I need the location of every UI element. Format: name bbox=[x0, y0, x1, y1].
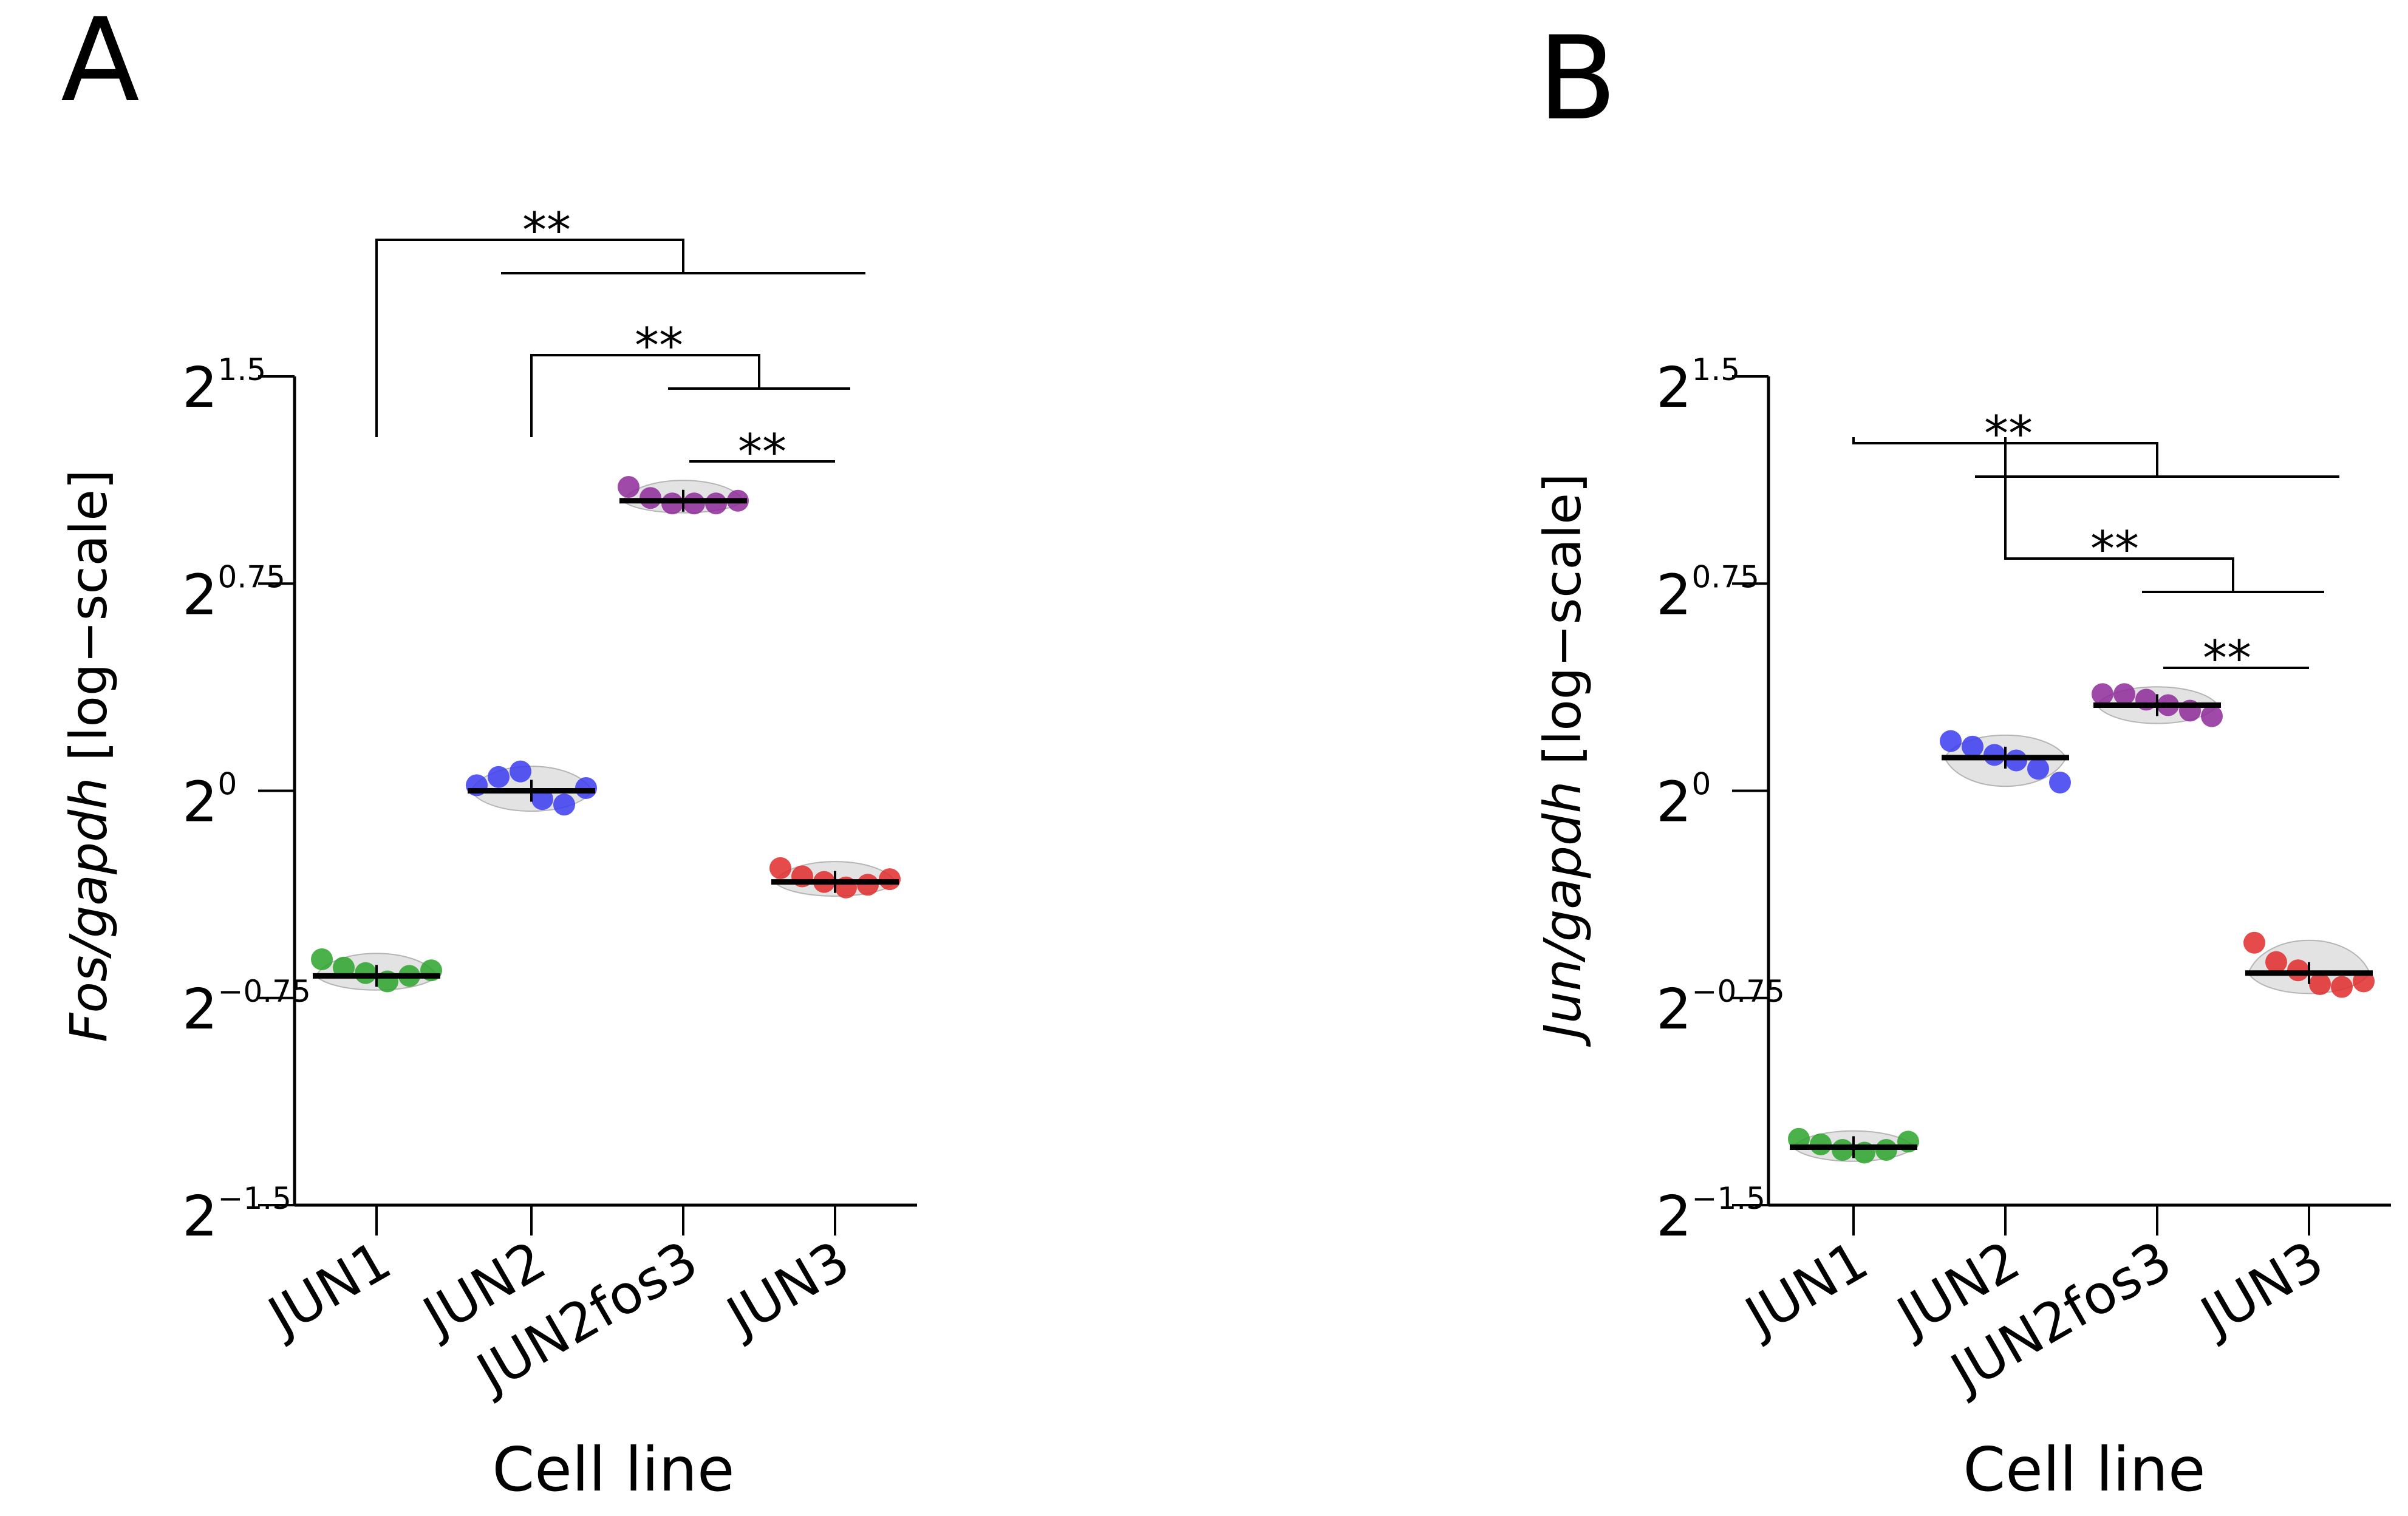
data-point-b-1-2 bbox=[1983, 744, 2005, 766]
data-point-a-3-0 bbox=[769, 857, 791, 879]
data-point-b-3-5 bbox=[2353, 970, 2375, 993]
data-point-a-0-1 bbox=[333, 956, 355, 979]
y-axis-label-italic-a: Fos/gapdh bbox=[59, 777, 118, 1042]
y-tick-label-a-4: 2−1.5 bbox=[182, 1181, 292, 1249]
significance-label-b-0: ** bbox=[1984, 406, 2033, 462]
data-point-b-3-0 bbox=[2243, 931, 2265, 954]
data-point-b-2-5 bbox=[2201, 705, 2223, 727]
data-point-b-3-4 bbox=[2331, 976, 2353, 998]
data-point-b-0-0 bbox=[1788, 1127, 1810, 1150]
data-point-a-2-1 bbox=[640, 487, 661, 509]
y-axis-label-a: Fos/gapdh [log−scale] bbox=[59, 469, 118, 1042]
x-tick-label-a-0: JUN1 bbox=[256, 1229, 401, 1349]
data-point-b-0-4 bbox=[1875, 1139, 1897, 1161]
data-point-b-3-3 bbox=[2309, 973, 2331, 995]
data-point-b-1-4 bbox=[2027, 758, 2049, 780]
panel-a: A 21.5 20.75 20 2−0.75 2−1.5 JUN1 JUN2 JUN2fos3… bbox=[59, 0, 917, 1505]
data-point-a-2-3 bbox=[683, 492, 705, 515]
data-point-a-2-2 bbox=[661, 492, 683, 515]
data-point-a-0-0 bbox=[311, 948, 333, 971]
data-point-a-1-4 bbox=[553, 794, 575, 816]
data-point-a-1-5 bbox=[575, 777, 597, 799]
significance-label-a-2: ** bbox=[738, 424, 786, 480]
y-tick-label-a-3: 2−0.75 bbox=[182, 974, 311, 1042]
bracket-2-a bbox=[530, 354, 760, 437]
x-axis-label-b: Cell line bbox=[1963, 1434, 2205, 1505]
significance-label-b-1: ** bbox=[2090, 521, 2139, 577]
data-point-a-1-3 bbox=[531, 788, 553, 811]
panel-label-b: B bbox=[1538, 12, 1617, 146]
y-tick-label-b-0: 21.5 bbox=[1656, 352, 1740, 420]
y-tick-label-a-2: 20 bbox=[182, 767, 237, 835]
data-point-b-3-2 bbox=[2287, 959, 2309, 982]
data-point-b-2-1 bbox=[2113, 683, 2135, 705]
y-tick-label-b-2: 20 bbox=[1656, 767, 1711, 835]
data-point-a-1-1 bbox=[488, 766, 510, 788]
data-point-a-3-5 bbox=[879, 868, 901, 891]
data-point-b-1-3 bbox=[2005, 749, 2027, 772]
y-tick-label-b-3: 2−0.75 bbox=[1656, 974, 1785, 1042]
y-axis-label-rest-b: [log−scale] bbox=[1533, 473, 1592, 781]
y-tick-label-b-4: 2−1.5 bbox=[1656, 1181, 1765, 1249]
data-point-b-2-0 bbox=[2092, 683, 2113, 705]
y-tick-label-a-1: 20.75 bbox=[182, 559, 285, 627]
data-point-b-3-1 bbox=[2265, 951, 2287, 973]
data-point-a-2-4 bbox=[705, 492, 727, 515]
x-axis-label-a: Cell line bbox=[492, 1434, 734, 1505]
data-point-a-0-2 bbox=[355, 962, 377, 984]
data-point-b-1-0 bbox=[1940, 730, 1962, 752]
data-point-b-0-2 bbox=[1832, 1139, 1854, 1161]
data-point-a-3-4 bbox=[857, 874, 879, 896]
y-tick-label-b-1: 20.75 bbox=[1656, 559, 1759, 627]
data-point-b-1-1 bbox=[1962, 735, 1983, 758]
data-point-a-1-2 bbox=[510, 760, 531, 783]
x-tick-label-b-3: JUN3 bbox=[2188, 1229, 2334, 1349]
data-point-a-2-0 bbox=[618, 476, 640, 498]
data-point-b-1-5 bbox=[2049, 771, 2071, 794]
panel-b: B 21.5 20.75 20 2−0.75 2−1.5 JUN1 JUN2 JUN2fos3… bbox=[1204, 0, 2407, 1516]
x-tick-label-b-0: JUN1 bbox=[1733, 1229, 1878, 1349]
panel-label-a: A bbox=[61, 0, 140, 127]
significance-label-b-2: ** bbox=[2203, 630, 2251, 687]
significance-label-a-0: ** bbox=[522, 202, 571, 259]
y-axis-label-italic-b: Jun/gapdh bbox=[1533, 781, 1592, 1047]
y-axis-label-b: Jun/gapdh [log−scale] bbox=[1533, 473, 1592, 1047]
x-tick-label-a-3: JUN3 bbox=[714, 1229, 860, 1349]
y-axis-label-rest-a: [log−scale] bbox=[59, 469, 118, 777]
significance-label-a-1: ** bbox=[635, 318, 683, 374]
data-point-b-0-1 bbox=[1810, 1133, 1832, 1155]
bracket-2-b bbox=[2004, 437, 2234, 592]
y-tick-label-a-0: 21.5 bbox=[182, 352, 266, 420]
bracket-1-a bbox=[375, 239, 684, 437]
